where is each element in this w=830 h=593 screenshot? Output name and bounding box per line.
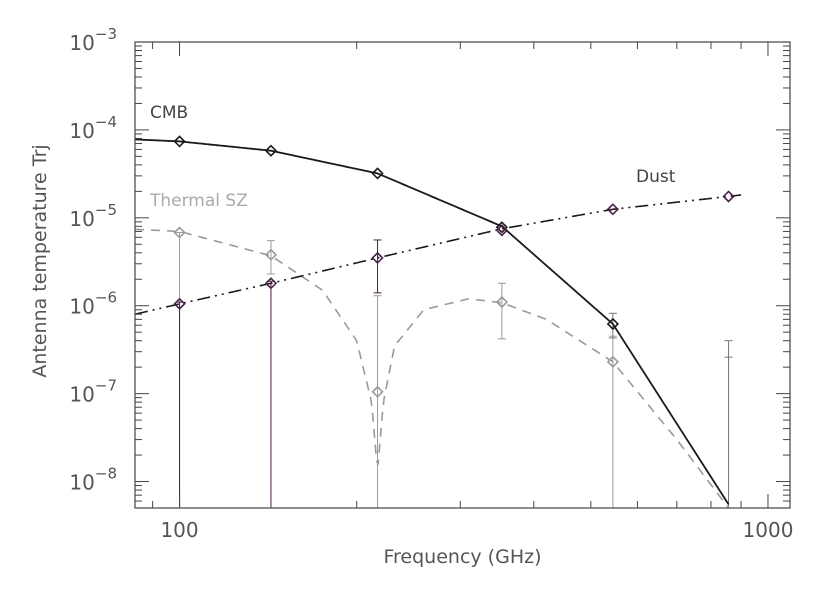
thermal-sz-point-4 <box>606 355 619 368</box>
dust-point-3 <box>495 224 509 237</box>
labels-layer: Frequency (GHz) Antenna temperature Trj … <box>29 103 676 568</box>
dust-point-5 <box>722 190 735 203</box>
dust-point-1 <box>264 277 278 290</box>
cmb-curve <box>135 138 730 505</box>
y-tick-label-1: 10−7 <box>69 377 117 407</box>
dust-curve <box>135 194 742 316</box>
cmb-point-0 <box>173 135 186 148</box>
axes-layer: 10−8 10−7 10−6 10−5 10−4 10−3 100 1000 <box>69 25 793 542</box>
thermal-sz-curve <box>135 228 730 508</box>
cmb-point-3 <box>495 221 509 234</box>
y-tick-label-4: 10−4 <box>69 113 117 143</box>
dust-point-4 <box>606 203 619 216</box>
dust-point-2 <box>371 251 384 265</box>
cmb-label: CMB <box>150 103 188 123</box>
thermal-sz-point-3 <box>495 295 509 309</box>
y-tick-label-2: 10−6 <box>69 289 117 319</box>
y-tick-label-0: 10−8 <box>69 465 117 495</box>
y-axis-label: Antenna temperature Trj <box>29 144 51 377</box>
thermal-sz-point-2 <box>371 385 384 398</box>
cmb-point-4 <box>606 317 619 331</box>
x-tick-label-0: 100 <box>160 518 198 542</box>
dust-point-0 <box>173 297 186 310</box>
dust-label: Dust <box>636 167 676 187</box>
data-layer <box>135 135 742 508</box>
thermal-sz-point-1 <box>264 248 278 261</box>
thermal-sz-label: Thermal SZ <box>149 191 248 211</box>
plot-frame <box>134 41 791 509</box>
x-tick-label-1: 1000 <box>743 518 794 542</box>
cmb-point-1 <box>264 144 278 157</box>
y-tick-label-3: 10−5 <box>69 201 117 231</box>
y-tick-label-5: 10−3 <box>69 25 117 55</box>
thermal-sz-point-0 <box>173 226 186 239</box>
x-axis-label: Frequency (GHz) <box>383 546 541 568</box>
cmb-point-2 <box>371 167 384 180</box>
